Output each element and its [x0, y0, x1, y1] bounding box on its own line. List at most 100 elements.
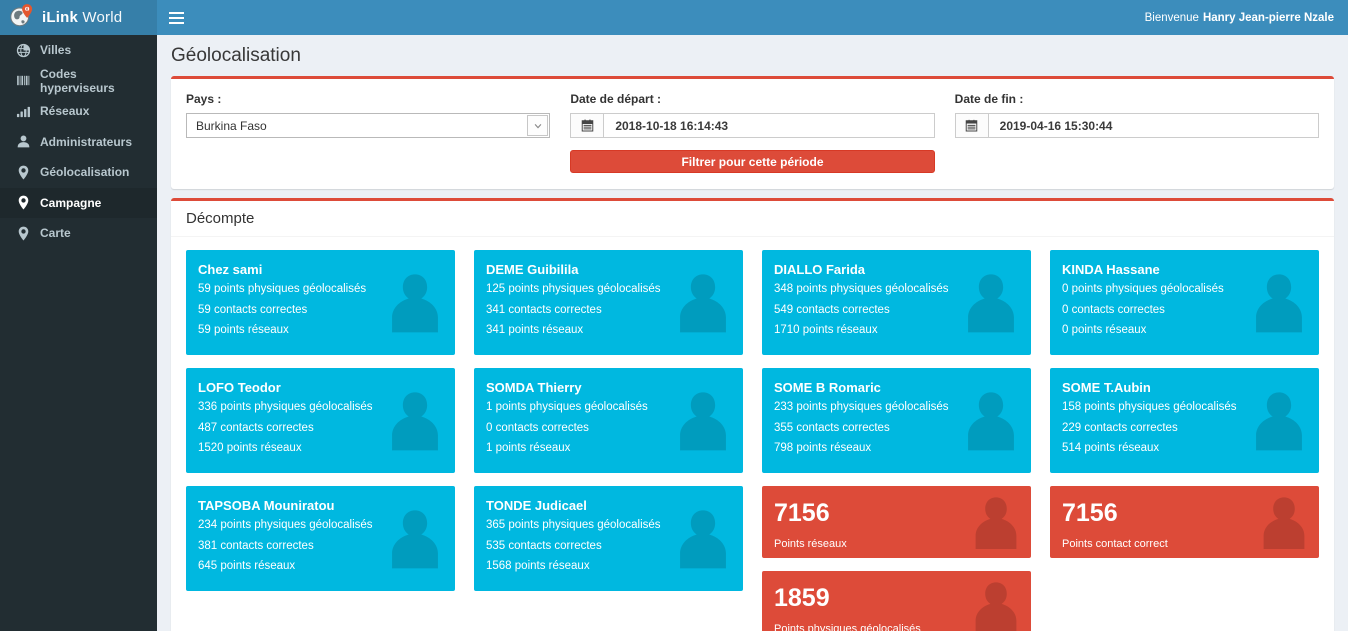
barcode-icon: [16, 73, 31, 88]
agent-stat-line: 341 contacts correctes: [486, 303, 602, 316]
summary-value: 7156: [1062, 499, 1118, 527]
agent-stat-line: 59 points physiques géolocalisés: [198, 283, 367, 295]
sidebar-item-administrateurs[interactable]: Administrateurs: [0, 127, 157, 158]
sidebar-item-reseaux[interactable]: Réseaux: [0, 96, 157, 127]
filter-submit-button[interactable]: Filtrer pour cette période: [570, 150, 935, 173]
agent-stat-line: 798 points réseaux: [774, 442, 872, 454]
agent-stat-card: DEME Guibilila 125 points physiques géol…: [474, 250, 743, 355]
person-silhouette-icon: [388, 388, 442, 452]
agent-stat-line: 233 points physiques géolocalisés: [774, 401, 949, 413]
person-silhouette-icon: [676, 506, 730, 570]
map-marker-icon: [16, 226, 31, 241]
person-silhouette-icon: [972, 494, 1020, 550]
chevron-down-icon: [527, 115, 549, 136]
agent-stat-line: 381 contacts correctes: [198, 539, 314, 552]
user-name: Hanry Jean-pierre Nzale: [1202, 11, 1334, 24]
agent-stat-line: 365 points physiques géolocalisés: [486, 519, 661, 531]
sidebar-item-codes-hyperviseurs[interactable]: Codes hyperviseurs: [0, 66, 157, 97]
person-silhouette-icon: [1252, 388, 1306, 452]
summary-label: Points physiques géolocalisés: [774, 623, 921, 631]
summary-label: Points réseaux: [774, 538, 847, 550]
agent-stat-card: Chez sami 59 points physiques géolocalis…: [186, 250, 455, 355]
date-start-label: Date de départ :: [570, 92, 662, 106]
person-silhouette-icon: [972, 579, 1020, 631]
person-silhouette-icon: [676, 388, 730, 452]
date-end-label: Date de fin :: [954, 92, 1024, 106]
agent-stat-line: 645 points réseaux: [198, 560, 296, 572]
agent-stat-card: KINDA Hassane 0 points physiques géoloca…: [1050, 250, 1319, 355]
person-silhouette-icon: [964, 270, 1018, 334]
agent-stat-line: 229 contacts correctes: [1062, 421, 1178, 434]
decompte-title: Décompte: [171, 201, 1334, 237]
cards-column: Chez sami 59 points physiques géolocalis…: [186, 250, 455, 591]
agent-name: SOMDA Thierry: [486, 380, 582, 395]
signal-bars-icon: [16, 104, 31, 119]
agent-stat-card: TONDE Judicael 365 points physiques géol…: [474, 486, 743, 591]
agent-stat-line: 59 points réseaux: [198, 324, 289, 336]
sidebar-item-villes[interactable]: Villes: [0, 35, 157, 66]
date-start-input[interactable]: 2018-10-18 16:14:43: [570, 113, 935, 138]
agent-stat-line: 1520 points réseaux: [198, 442, 302, 454]
globe-pin-logo-icon: 0: [9, 3, 34, 33]
welcome-prefix: Bienvenue: [1144, 11, 1199, 24]
cards-column: DEME Guibilila 125 points physiques géol…: [474, 250, 743, 591]
date-end-input[interactable]: 2019-04-16 15:30:44: [954, 113, 1319, 138]
agent-stat-line: 0 points physiques géolocalisés: [1062, 283, 1224, 295]
agent-stat-line: 1 points physiques géolocalisés: [486, 401, 648, 413]
sidebar-item-carte[interactable]: Carte: [0, 218, 157, 249]
agent-stat-line: 125 points physiques géolocalisés: [486, 283, 661, 295]
sidebar-item-geolocalisation[interactable]: Géolocalisation: [0, 157, 157, 188]
filter-panel: Pays : Burkina Faso Date de départ : 201…: [171, 76, 1334, 189]
agent-stat-line: 348 points physiques géolocalisés: [774, 283, 949, 295]
summary-value: 7156: [774, 499, 830, 527]
agent-stat-line: 535 contacts correctes: [486, 539, 602, 552]
top-navbar: 0 iLink World Bienvenue Hanry Jean-pierr…: [0, 0, 1348, 35]
agent-stat-line: 355 contacts correctes: [774, 421, 890, 434]
agent-stat-line: 1 points réseaux: [486, 442, 571, 454]
date-end-value: 2019-04-16 15:30:44: [999, 118, 1113, 133]
calendar-icon: [571, 114, 605, 137]
sidebar-toggle-button[interactable]: [157, 0, 195, 35]
person-icon: [16, 134, 31, 149]
agent-name: DEME Guibilila: [486, 262, 579, 277]
country-select[interactable]: Burkina Faso: [186, 113, 551, 138]
globe-icon: [16, 43, 31, 58]
page-title: Géolocalisation: [171, 45, 301, 66]
country-selected-value: Burkina Faso: [196, 118, 267, 133]
agent-stat-line: 158 points physiques géolocalisés: [1062, 401, 1237, 413]
cards-grid: Chez sami 59 points physiques géolocalis…: [171, 237, 1334, 631]
person-silhouette-icon: [388, 270, 442, 334]
agent-stat-card: SOMDA Thierry 1 points physiques géoloca…: [474, 368, 743, 473]
calendar-icon: [955, 114, 989, 137]
agent-stat-card: TAPSOBA Mouniratou 234 points physiques …: [186, 486, 455, 591]
person-silhouette-icon: [676, 270, 730, 334]
agent-name: SOME B Romaric: [774, 380, 881, 395]
date-end-field-group: Date de fin : 2019-04-16 15:30:44: [954, 92, 1319, 173]
agent-name: TAPSOBA Mouniratou: [198, 498, 335, 513]
date-start-field-group: Date de départ : 2018-10-18 16:14:43 Fil…: [570, 92, 935, 173]
map-marker-icon: [16, 195, 31, 210]
sidebar-item-campagne[interactable]: Campagne: [0, 187, 157, 218]
agent-name: KINDA Hassane: [1062, 262, 1160, 277]
app-title: iLink World: [42, 9, 123, 26]
agent-stat-line: 487 contacts correctes: [198, 421, 314, 434]
agent-stat-line: 341 points réseaux: [486, 324, 584, 336]
agent-stat-line: 336 points physiques géolocalisés: [198, 401, 373, 413]
agent-name: LOFO Teodor: [198, 380, 281, 395]
svg-text:0: 0: [26, 6, 29, 11]
decompte-panel: Décompte Chez sami 59 points physiques g…: [171, 198, 1334, 631]
agent-stat-line: 0 contacts correctes: [1062, 303, 1165, 316]
agent-stat-line: 549 contacts correctes: [774, 303, 890, 316]
person-silhouette-icon: [1260, 494, 1308, 550]
agent-stat-card: DIALLO Farida 348 points physiques géolo…: [762, 250, 1031, 355]
app-logo[interactable]: 0 iLink World: [0, 0, 157, 35]
country-field-group: Pays : Burkina Faso: [186, 92, 551, 173]
agent-name: SOME T.Aubin: [1062, 380, 1151, 395]
country-label: Pays :: [186, 92, 222, 106]
agent-stat-card: SOME T.Aubin 158 points physiques géoloc…: [1050, 368, 1319, 473]
map-marker-icon: [16, 165, 31, 180]
cards-column: DIALLO Farida 348 points physiques géolo…: [762, 250, 1031, 631]
agent-stat-line: 514 points réseaux: [1062, 442, 1160, 454]
agent-stat-line: 59 contacts correctes: [198, 303, 308, 316]
summary-stat-card: 1859 Points physiques géolocalisés: [762, 571, 1031, 631]
